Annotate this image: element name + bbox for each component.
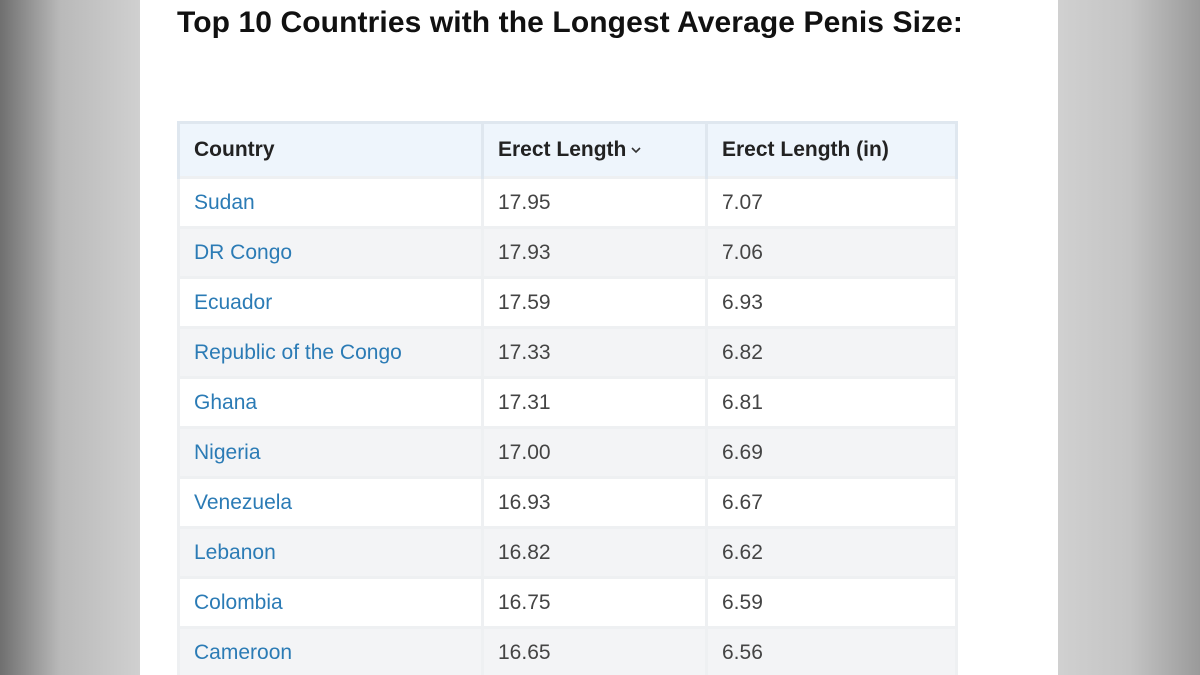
length-cell: 6.62 [705, 526, 958, 579]
country-link[interactable]: Lebanon [177, 526, 484, 579]
length-cell: 16.65 [481, 626, 708, 675]
table-row: Lebanon 16.82 6.62 [177, 526, 958, 579]
header-row: Country Erect Length Erect Length (in) [177, 121, 958, 179]
table-row: Nigeria 17.00 6.69 [177, 426, 958, 479]
country-link[interactable]: Ecuador [177, 276, 484, 329]
table-row: Republic of the Congo 17.33 6.82 [177, 326, 958, 379]
country-link[interactable]: DR Congo [177, 226, 484, 279]
table-row: Venezuela 16.93 6.67 [177, 476, 958, 529]
table-row: Sudan 17.95 7.07 [177, 176, 958, 229]
column-label: Country [194, 138, 275, 161]
length-cell: 17.33 [481, 326, 708, 379]
country-link[interactable]: Ghana [177, 376, 484, 429]
column-label: Erect Length [498, 138, 627, 161]
length-cell: 17.95 [481, 176, 708, 229]
country-link[interactable]: Colombia [177, 576, 484, 629]
length-cell: 6.56 [705, 626, 958, 675]
length-cell: 7.07 [705, 176, 958, 229]
length-cell: 6.59 [705, 576, 958, 629]
length-cell: 6.82 [705, 326, 958, 379]
length-cell: 6.93 [705, 276, 958, 329]
data-table: Country Erect Length Erect Length (in) S… [177, 121, 958, 675]
length-cell: 17.93 [481, 226, 708, 279]
column-header[interactable]: Erect Length [481, 121, 708, 179]
length-cell: 6.81 [705, 376, 958, 429]
length-cell: 17.59 [481, 276, 708, 329]
column-label: Erect Length (in) [722, 138, 889, 161]
country-link[interactable]: Venezuela [177, 476, 484, 529]
table-row: DR Congo 17.93 7.06 [177, 226, 958, 279]
title: Top 10 Countries with the Longest Averag… [177, 6, 963, 39]
length-cell: 17.00 [481, 426, 708, 479]
length-cell: 6.69 [705, 426, 958, 479]
column-header[interactable]: Country [177, 121, 484, 179]
length-cell: 16.75 [481, 576, 708, 629]
country-link[interactable]: Sudan [177, 176, 484, 229]
sort-icon[interactable] [630, 145, 642, 155]
column-header[interactable]: Erect Length (in) [705, 121, 958, 179]
country-link[interactable]: Republic of the Congo [177, 326, 484, 379]
length-cell: 6.67 [705, 476, 958, 529]
length-cell: 17.31 [481, 376, 708, 429]
table-row: Ghana 17.31 6.81 [177, 376, 958, 429]
table-row: Ecuador 17.59 6.93 [177, 276, 958, 329]
length-cell: 7.06 [705, 226, 958, 279]
article-panel: Top 10 Countries with the Longest Averag… [140, 0, 1058, 675]
table-head: Country Erect Length Erect Length (in) [177, 121, 958, 179]
country-link[interactable]: Cameroon [177, 626, 484, 675]
length-cell: 16.82 [481, 526, 708, 579]
table-row: Cameroon 16.65 6.56 [177, 626, 958, 675]
country-link[interactable]: Nigeria [177, 426, 484, 479]
table-row: Colombia 16.75 6.59 [177, 576, 958, 629]
length-cell: 16.93 [481, 476, 708, 529]
table-body: Sudan 17.95 7.07 DR Congo 17.93 7.06 Ecuador 17… [177, 176, 958, 675]
